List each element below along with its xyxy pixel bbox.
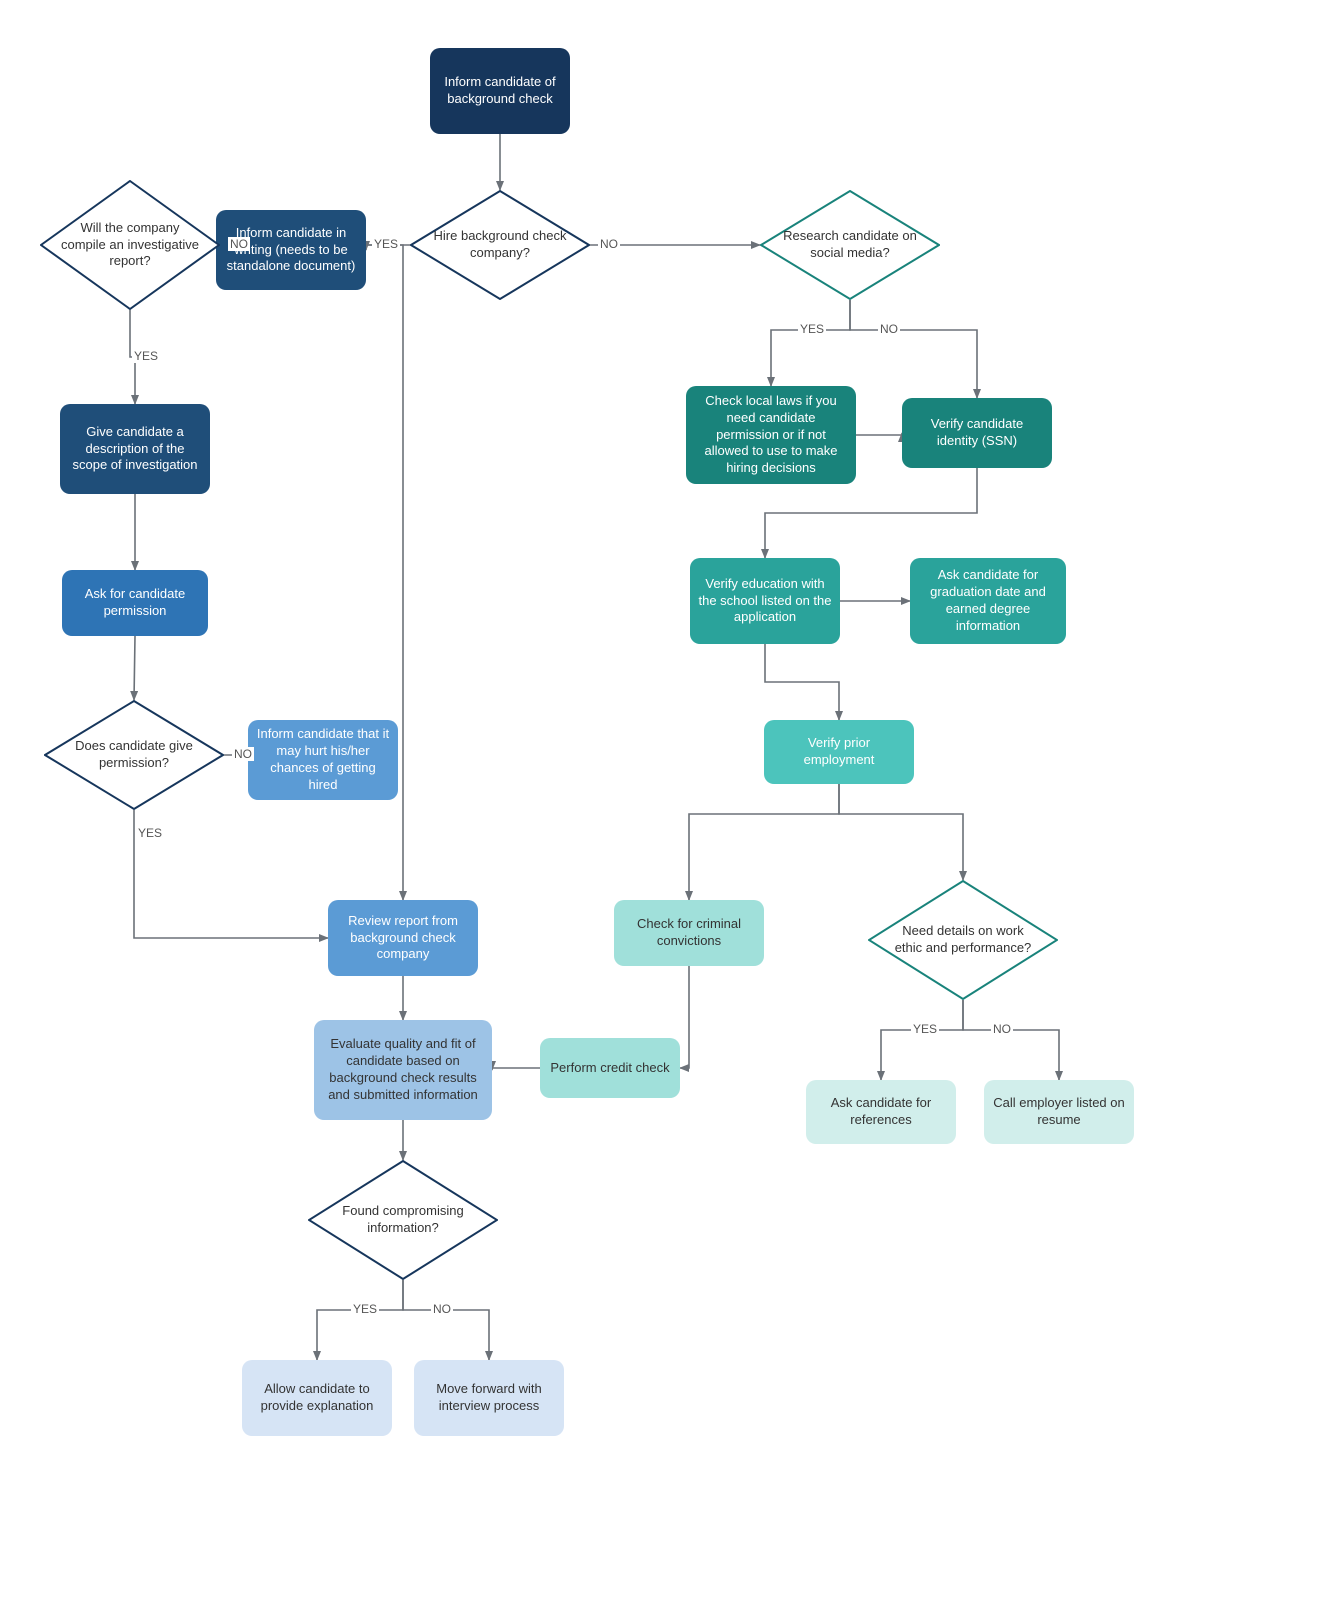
n_check_criminal-label: Check for criminal convictions: [622, 916, 756, 950]
edge-label: YES: [132, 349, 160, 363]
d_compromising: Found compromising information?: [308, 1160, 498, 1280]
n_ask_grad-label: Ask candidate for graduation date and ea…: [918, 567, 1058, 635]
d_social_media: Research candidate on social media?: [760, 190, 940, 300]
edge-label: YES: [372, 237, 400, 251]
n_ask_refs: Ask candidate for references: [806, 1080, 956, 1144]
d_compromising-label: Found compromising information?: [319, 1203, 487, 1237]
d_hire_company: Hire background check company?: [410, 190, 590, 300]
flowchart-canvas: Inform candidate of background check Hire…: [0, 0, 1344, 1597]
n_verify_identity: Verify candidate identity (SSN): [902, 398, 1052, 468]
edge-label: NO: [598, 237, 620, 251]
n_check_laws: Check local laws if you need candidate p…: [686, 386, 856, 484]
n_hurt_chances: Inform candidate that it may hurt his/he…: [248, 720, 398, 800]
edge-label: YES: [351, 1302, 379, 1316]
n_move_forward-label: Move forward with interview process: [422, 1381, 556, 1415]
d_compile_report: Will the company compile an investigativ…: [40, 180, 220, 310]
n_allow_explain-label: Allow candidate to provide explanation: [250, 1381, 384, 1415]
n_give_desc: Give candidate a description of the scop…: [60, 404, 210, 494]
n_ask_grad: Ask candidate for graduation date and ea…: [910, 558, 1066, 644]
n_verify_prior: Verify prior employment: [764, 720, 914, 784]
n_give_desc-label: Give candidate a description of the scop…: [68, 424, 202, 475]
n_verify_education-label: Verify education with the school listed …: [698, 576, 832, 627]
n_inform_writing-label: Inform candidate in writing (needs to be…: [224, 225, 358, 276]
n_check_laws-label: Check local laws if you need candidate p…: [694, 393, 848, 477]
n_inform_bg-label: Inform candidate of background check: [438, 74, 562, 108]
edge-label: NO: [431, 1302, 453, 1316]
d_give_permission: Does candidate give permission?: [44, 700, 224, 810]
edge-label: YES: [136, 826, 164, 840]
d_need_details: Need details on work ethic and performan…: [868, 880, 1058, 1000]
n_verify_education: Verify education with the school listed …: [690, 558, 840, 644]
n_evaluate-label: Evaluate quality and fit of candidate ba…: [322, 1036, 484, 1104]
n_verify_prior-label: Verify prior employment: [772, 735, 906, 769]
n_check_criminal: Check for criminal convictions: [614, 900, 764, 966]
d_social_media-label: Research candidate on social media?: [770, 228, 930, 262]
n_hurt_chances-label: Inform candidate that it may hurt his/he…: [256, 726, 390, 794]
n_move_forward: Move forward with interview process: [414, 1360, 564, 1436]
n_evaluate: Evaluate quality and fit of candidate ba…: [314, 1020, 492, 1120]
n_credit_check-label: Perform credit check: [550, 1060, 669, 1077]
d_compile_report-label: Will the company compile an investigativ…: [50, 220, 210, 271]
n_review_report-label: Review report from background check comp…: [336, 913, 470, 964]
d_give_permission-label: Does candidate give permission?: [54, 738, 214, 772]
edge-label: YES: [911, 1022, 939, 1036]
edge-label: YES: [798, 322, 826, 336]
n_ask_refs-label: Ask candidate for references: [814, 1095, 948, 1129]
n_verify_identity-label: Verify candidate identity (SSN): [910, 416, 1044, 450]
n_inform_writing: Inform candidate in writing (needs to be…: [216, 210, 366, 290]
n_allow_explain: Allow candidate to provide explanation: [242, 1360, 392, 1436]
d_need_details-label: Need details on work ethic and performan…: [879, 923, 1047, 957]
n_call_employer-label: Call employer listed on resume: [992, 1095, 1126, 1129]
edge-label: NO: [878, 322, 900, 336]
n_ask_permission: Ask for candidate permission: [62, 570, 208, 636]
n_credit_check: Perform credit check: [540, 1038, 680, 1098]
n_review_report: Review report from background check comp…: [328, 900, 478, 976]
d_hire_company-label: Hire background check company?: [420, 228, 580, 262]
n_inform_bg: Inform candidate of background check: [430, 48, 570, 134]
n_ask_permission-label: Ask for candidate permission: [70, 586, 200, 620]
n_call_employer: Call employer listed on resume: [984, 1080, 1134, 1144]
edge-label: NO: [991, 1022, 1013, 1036]
